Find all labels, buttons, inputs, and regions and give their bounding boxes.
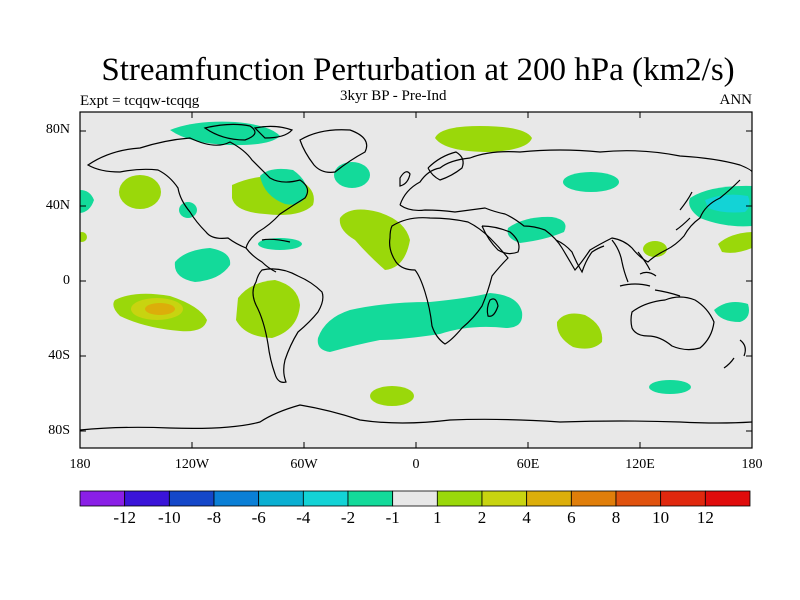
colorbar-box bbox=[258, 490, 304, 507]
negative-anomaly bbox=[649, 380, 691, 394]
coastlines bbox=[80, 123, 752, 431]
colorbar-box bbox=[347, 490, 394, 507]
colorbar-box bbox=[481, 490, 528, 507]
lat-tick-label: 40N bbox=[45, 198, 70, 213]
negative-anomaly bbox=[334, 162, 370, 188]
lon-tick-label: 180 bbox=[741, 457, 763, 472]
colorbar-box bbox=[704, 490, 751, 507]
colorbar-box bbox=[660, 490, 706, 507]
negative-anomaly bbox=[80, 190, 94, 213]
positive-anomaly bbox=[556, 313, 603, 349]
colorbar-label: 6 bbox=[567, 508, 576, 527]
colorbar-box bbox=[392, 490, 438, 507]
colorbar-box bbox=[213, 490, 260, 507]
colorbar-label: 2 bbox=[477, 508, 487, 527]
positive-anomaly bbox=[119, 175, 161, 209]
colorbar bbox=[79, 490, 751, 507]
lon-tick-label: 180 bbox=[69, 457, 91, 472]
positive-anomaly bbox=[370, 386, 414, 406]
negative-anomaly bbox=[507, 216, 566, 243]
colorbar-label: -1 bbox=[385, 508, 400, 527]
lon-tick-label: 0 bbox=[412, 457, 420, 472]
lon-tick-label: 120E bbox=[625, 457, 655, 472]
lat-tick-label: 80S bbox=[48, 423, 70, 438]
positive-anomaly bbox=[145, 303, 175, 315]
colorbar-label: 4 bbox=[522, 508, 531, 527]
colorbar-box bbox=[570, 490, 617, 507]
positive-anomaly bbox=[435, 126, 532, 152]
negative-anomaly bbox=[317, 293, 523, 352]
lat-tick-label: 80N bbox=[45, 122, 70, 137]
contour-fields bbox=[80, 121, 752, 406]
colorbar-box bbox=[526, 490, 572, 507]
lon-tick-label: 60W bbox=[290, 457, 318, 472]
positive-anomaly bbox=[236, 280, 300, 338]
lat-tick-label: 0 bbox=[63, 273, 70, 288]
colorbar-box bbox=[79, 490, 126, 507]
colorbar-label: -2 bbox=[340, 508, 356, 527]
colorbar-label: 1 bbox=[433, 508, 442, 527]
negative-anomaly bbox=[563, 172, 619, 192]
colorbar-label: 12 bbox=[696, 508, 714, 527]
plot-area bbox=[80, 112, 752, 448]
positive-anomaly bbox=[718, 232, 752, 253]
season-label: ANN bbox=[719, 92, 753, 108]
colorbar-label: -10 bbox=[157, 508, 181, 527]
axis-ticks bbox=[80, 112, 752, 448]
negative-anomaly bbox=[174, 248, 231, 282]
colorbar-box bbox=[302, 490, 349, 507]
colorbar-label: -12 bbox=[113, 508, 136, 527]
colorbar-label: 8 bbox=[611, 508, 621, 527]
lat-tick-label: 40S bbox=[48, 348, 70, 363]
lon-tick-label: 60E bbox=[516, 457, 540, 472]
chart-subtitle: 3kyr BP - Pre-Ind bbox=[340, 88, 447, 104]
chart-title: Streamfunction Perturbation at 200 hPa (… bbox=[101, 52, 735, 88]
colorbar-label: -4 bbox=[296, 508, 311, 527]
negative-anomaly bbox=[714, 302, 749, 322]
experiment-label: Expt = tcqqw-tcqqg bbox=[80, 93, 200, 109]
colorbar-box bbox=[124, 490, 170, 507]
lon-tick-label: 120W bbox=[174, 457, 210, 472]
negative-anomaly bbox=[705, 194, 750, 213]
colorbar-label: 10 bbox=[652, 508, 670, 527]
colorbar-box bbox=[615, 490, 662, 507]
colorbar-label: -8 bbox=[206, 508, 222, 527]
negative-anomaly bbox=[260, 168, 307, 205]
negative-anomaly bbox=[258, 238, 302, 250]
colorbar-label: -6 bbox=[251, 508, 266, 527]
colorbar-box bbox=[436, 490, 483, 507]
positive-anomaly bbox=[643, 241, 667, 257]
positive-anomaly bbox=[80, 232, 87, 242]
colorbar-box bbox=[168, 490, 215, 507]
